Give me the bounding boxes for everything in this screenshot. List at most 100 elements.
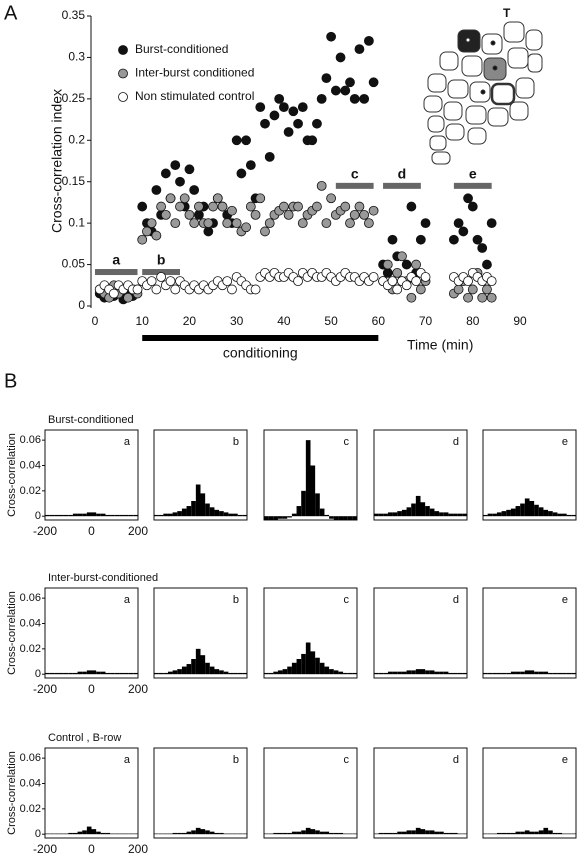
bar: [200, 493, 206, 517]
bar: [77, 831, 83, 835]
bar: [72, 513, 78, 517]
bar: [68, 672, 73, 675]
bar: [277, 516, 283, 519]
bar: [237, 672, 243, 675]
bar: [219, 670, 224, 675]
point: [382, 259, 393, 270]
bar: [529, 500, 535, 517]
bar: [63, 833, 69, 835]
x-tick-label: 10: [136, 314, 150, 328]
bar: [191, 830, 196, 835]
bar: [110, 833, 115, 835]
bar: [343, 672, 348, 675]
bar: [347, 516, 353, 520]
point: [354, 44, 365, 55]
bar: [119, 833, 125, 835]
bar: [200, 655, 206, 675]
bar: [158, 833, 164, 835]
bar: [158, 672, 164, 675]
bar: [54, 514, 59, 517]
bar: [457, 672, 463, 675]
bar: [242, 833, 247, 835]
point: [193, 209, 204, 220]
x-tick-label: -200: [33, 524, 57, 538]
point: [222, 218, 233, 229]
point: [151, 230, 162, 241]
panel-letter: c: [344, 754, 350, 766]
bar: [338, 832, 344, 835]
bar: [158, 514, 164, 517]
point: [142, 226, 152, 237]
bar: [301, 490, 306, 517]
point: [151, 185, 162, 195]
bar: [562, 833, 567, 835]
point: [448, 234, 459, 245]
x-tick-label: 0: [92, 314, 99, 328]
bar: [86, 512, 92, 517]
point: [278, 201, 289, 212]
bar: [387, 671, 393, 675]
x-tick-label: 30: [230, 314, 244, 328]
bar: [534, 831, 539, 835]
y-tick-label: 0.15: [62, 174, 86, 188]
x-tick-label: 80: [466, 314, 480, 328]
bar: [333, 516, 339, 520]
point: [146, 218, 157, 229]
y-tick-label: 0.06: [20, 434, 41, 446]
bar: [133, 514, 138, 517]
bar: [296, 831, 302, 835]
panel-frame: [44, 429, 139, 521]
panel-label: B: [4, 370, 17, 392]
bar: [133, 833, 138, 835]
bar: [529, 670, 535, 675]
bar: [219, 832, 224, 835]
bar: [374, 833, 379, 835]
bar: [45, 833, 50, 835]
point: [241, 135, 252, 146]
bar: [425, 670, 430, 675]
point: [316, 93, 327, 104]
bar: [374, 672, 379, 675]
point: [486, 292, 497, 303]
bar: [496, 672, 502, 675]
bar: [291, 513, 297, 517]
period-bar: [383, 182, 421, 189]
x-tick-label: 0: [88, 842, 95, 853]
x-tick-label: 50: [324, 314, 338, 328]
bar: [219, 511, 224, 517]
bar: [301, 830, 306, 835]
y-axis-label: Cross-correlation: [6, 591, 18, 675]
bar: [209, 666, 215, 675]
panel-letter: a: [124, 754, 131, 766]
bar: [200, 829, 206, 835]
panel-letter: d: [453, 754, 459, 766]
point: [293, 276, 303, 287]
bar: [439, 831, 444, 835]
x-tick-label: 200: [128, 682, 148, 696]
bar: [496, 832, 502, 835]
point: [137, 234, 148, 245]
y-tick-label: 0: [35, 668, 41, 680]
bar: [133, 672, 138, 675]
point: [170, 160, 181, 171]
point: [321, 218, 332, 229]
bar: [154, 833, 159, 835]
bar: [406, 507, 412, 517]
point: [184, 164, 195, 175]
point: [382, 267, 393, 278]
bar: [54, 833, 59, 835]
bar: [287, 666, 292, 675]
bar: [411, 503, 416, 517]
point: [401, 280, 412, 291]
bar: [163, 513, 168, 517]
point: [486, 276, 497, 287]
point: [137, 201, 148, 212]
bar: [443, 512, 449, 517]
bar: [181, 832, 187, 835]
x-axis-label: Time (min): [407, 337, 473, 353]
bar: [91, 670, 97, 675]
bar: [492, 672, 497, 675]
point: [123, 292, 133, 303]
point: [316, 180, 327, 191]
bar: [128, 514, 134, 517]
